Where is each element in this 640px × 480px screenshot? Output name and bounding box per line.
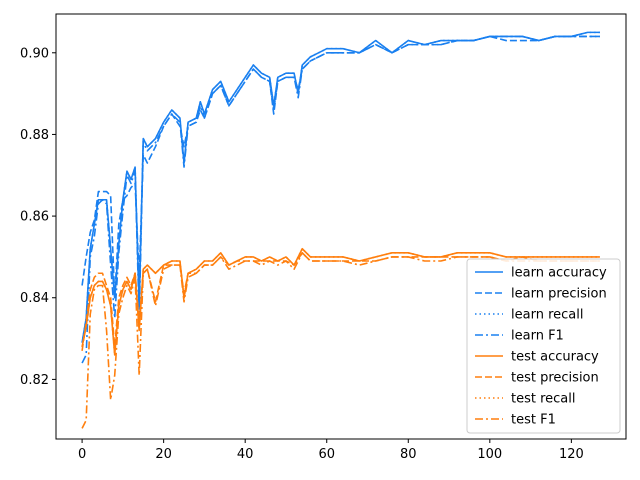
- y-tick-label: 0.86: [20, 210, 49, 225]
- plot-frame: [55, 13, 627, 440]
- x-tick-label: 60: [318, 447, 335, 462]
- y-tick-label: 0.90: [20, 46, 49, 61]
- legend-label: test recall: [511, 392, 576, 407]
- series-line-test-accuracy: [81, 247, 600, 356]
- y-tick-label: 0.82: [20, 373, 49, 388]
- y-tick-label: 0.88: [20, 128, 49, 143]
- legend-label: learn precision: [511, 287, 607, 302]
- x-tick-label: 0: [78, 447, 86, 462]
- legend: learn accuracy learn precision learn recal…: [466, 258, 621, 434]
- series-line-learn-F1: [81, 35, 600, 364]
- x-tick-label: 120: [559, 447, 584, 462]
- legend-label: test accuracy: [511, 350, 599, 365]
- x-tick-label: 40: [237, 447, 254, 462]
- legend-label: learn recall: [511, 308, 583, 323]
- x-tick-label: 80: [400, 447, 417, 462]
- legend-label: learn F1: [511, 329, 564, 344]
- legend-label: learn accuracy: [511, 266, 607, 281]
- y-axis: 0.82 0.84 0.86 0.88 0.90: [20, 46, 56, 388]
- x-tick-label: 100: [477, 447, 502, 462]
- x-tick-label: 20: [155, 447, 172, 462]
- series-line-learn-recall: [81, 31, 600, 343]
- series-layer: [81, 31, 600, 429]
- legend-label: test F1: [511, 413, 556, 428]
- series-line-test-F1: [81, 252, 600, 429]
- legend-label: test precision: [511, 371, 599, 386]
- y-tick-label: 0.84: [20, 291, 49, 306]
- legend-box: [466, 258, 621, 434]
- x-axis: 0 20 40 60 80 100 120: [78, 439, 584, 462]
